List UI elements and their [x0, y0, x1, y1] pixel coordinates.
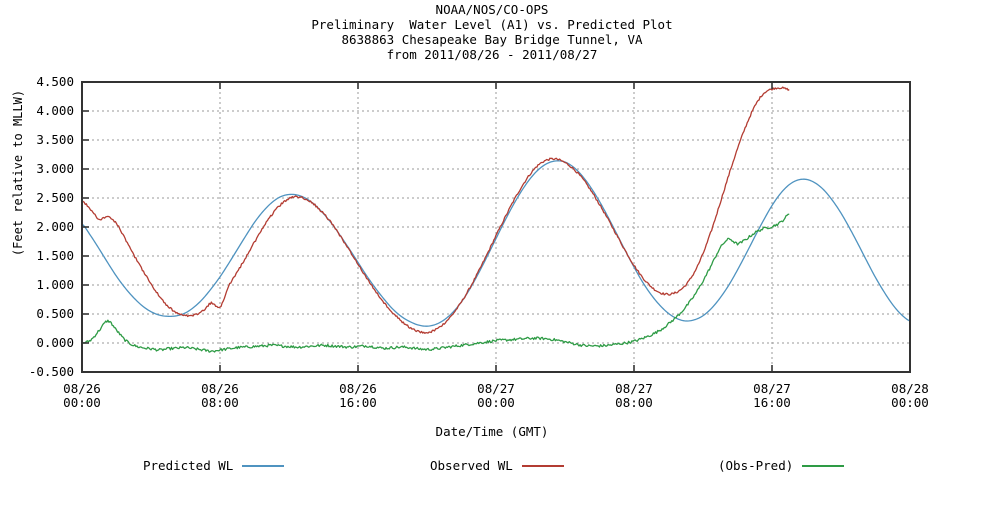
x-tick-label: 08/26 00:00 [22, 382, 142, 410]
y-tick-label: 4.500 [36, 74, 74, 89]
x-tick-label: 08/26 08:00 [160, 382, 280, 410]
x-tick-time: 08:00 [201, 395, 239, 410]
x-tick-time: 00:00 [63, 395, 101, 410]
y-tick-label: 2.000 [36, 219, 74, 234]
x-tick-date: 08/27 [477, 381, 515, 396]
x-tick-date: 08/26 [63, 381, 101, 396]
x-axis-label: Date/Time (GMT) [435, 424, 549, 439]
x-tick-time: 16:00 [753, 395, 791, 410]
legend-label: Predicted WL [143, 458, 234, 473]
title-line-station: 8638863 Chesapeake Bay Bridge Tunnel, VA [341, 32, 643, 47]
x-tick-time: 00:00 [891, 395, 929, 410]
legend-item: (Obs-Pred) [718, 458, 845, 473]
y-tick-label: 1.500 [36, 248, 74, 263]
y-tick-label: 4.000 [36, 103, 74, 118]
x-tick-date: 08/27 [615, 381, 653, 396]
legend-item: Observed WL [430, 458, 564, 473]
x-tick-label: 08/27 16:00 [712, 382, 832, 410]
x-tick-label: 08/27 00:00 [436, 382, 556, 410]
x-tick-date: 08/28 [891, 381, 929, 396]
x-tick-label: 08/27 08:00 [574, 382, 694, 410]
x-tick-time: 08:00 [615, 395, 653, 410]
x-tick-time: 00:00 [477, 395, 515, 410]
x-tick-time: 16:00 [339, 395, 377, 410]
x-tick-date: 08/27 [753, 381, 791, 396]
chart-title-block: NOAA/NOS/CO-OPS Preliminary Water Level … [0, 2, 984, 62]
plot-frame [81, 81, 911, 373]
series-line-observed-wl [81, 86, 790, 334]
series-line-obs-pred [81, 213, 790, 353]
x-tick-label: 08/26 16:00 [298, 382, 418, 410]
y-tick-label: 0.000 [36, 335, 74, 350]
legend-color-swatch [242, 464, 285, 467]
y-tick-label: 2.500 [36, 190, 74, 205]
legend-color-swatch [521, 464, 564, 467]
x-tick-date: 08/26 [339, 381, 377, 396]
plot-background [82, 82, 910, 372]
legend-label: Observed WL [430, 458, 513, 473]
x-tick-label: 08/28 00:00 [850, 382, 970, 410]
legend-item: Predicted WL [143, 458, 285, 473]
legend-label: (Obs-Pred) [718, 458, 794, 473]
series-line-predicted-wl [81, 160, 911, 327]
title-line-agency: NOAA/NOS/CO-OPS [435, 2, 549, 17]
title-line-plot: Preliminary Water Level (A1) vs. Predict… [311, 17, 673, 32]
y-tick-label: 3.000 [36, 161, 74, 176]
y-tick-label: 1.000 [36, 277, 74, 292]
legend-color-swatch [802, 464, 845, 467]
y-tick-label: 0.500 [36, 306, 74, 321]
chart-legend: Predicted WL Observed WL (Obs-Pred) [0, 458, 984, 484]
y-tick-label: 3.500 [36, 132, 74, 147]
x-tick-date: 08/26 [201, 381, 239, 396]
title-line-daterange: from 2011/08/26 - 2011/08/27 [386, 47, 598, 62]
y-tick-label: -0.500 [28, 364, 74, 379]
